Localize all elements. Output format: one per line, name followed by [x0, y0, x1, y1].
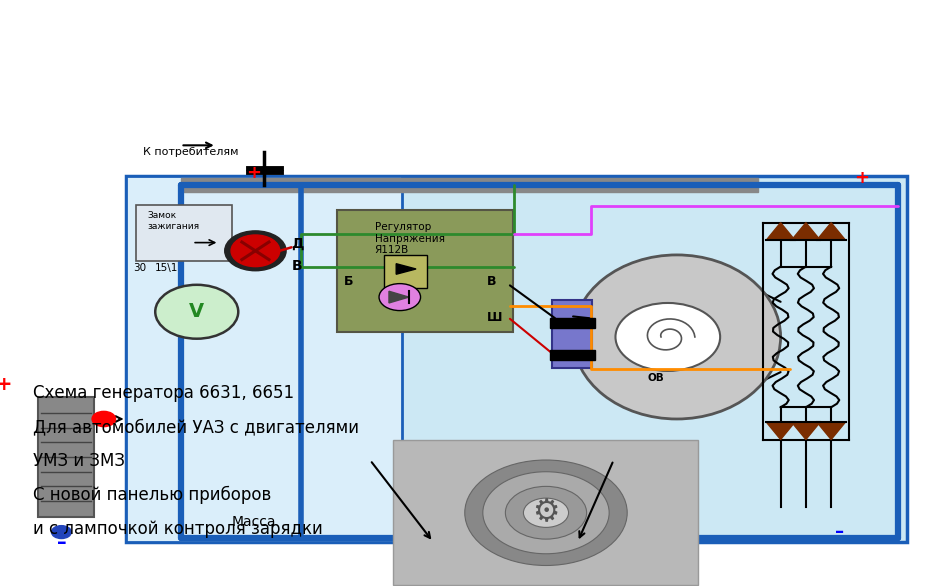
Text: +: + — [246, 163, 262, 182]
Text: +: + — [855, 169, 870, 187]
Circle shape — [505, 486, 586, 539]
Circle shape — [92, 411, 116, 427]
Text: Замок
зажигания: Замок зажигания — [147, 211, 199, 230]
Text: Д: Д — [291, 236, 304, 250]
Circle shape — [231, 235, 279, 267]
Text: Масса: Масса — [232, 515, 277, 529]
Bar — [549, 318, 595, 328]
Text: Для автомобилей УАЗ с двигателями: Для автомобилей УАЗ с двигателями — [33, 418, 360, 437]
Circle shape — [524, 498, 569, 527]
Circle shape — [464, 460, 627, 565]
Text: Ш: Ш — [487, 311, 502, 323]
Text: УМЗ и ЗМЗ: УМЗ и ЗМЗ — [33, 452, 126, 471]
Text: В: В — [291, 258, 302, 272]
Text: 30: 30 — [132, 263, 146, 272]
Polygon shape — [817, 223, 845, 240]
Text: ⚙: ⚙ — [532, 498, 560, 527]
Circle shape — [379, 284, 421, 311]
Text: –: – — [56, 533, 67, 552]
Text: С новой панелью приборов: С новой панелью приборов — [33, 486, 272, 505]
Text: Регулятор
Напряжения
Я112В: Регулятор Напряжения Я112В — [375, 222, 445, 255]
Circle shape — [483, 472, 610, 554]
Polygon shape — [766, 223, 796, 240]
Bar — [549, 350, 595, 360]
Polygon shape — [396, 264, 416, 274]
FancyBboxPatch shape — [337, 210, 513, 332]
FancyBboxPatch shape — [393, 440, 698, 585]
Circle shape — [225, 231, 286, 271]
FancyBboxPatch shape — [136, 205, 232, 261]
Text: Б: Б — [344, 275, 353, 288]
Text: Схема генератора 6631, 6651: Схема генератора 6631, 6651 — [33, 384, 294, 403]
Circle shape — [615, 303, 721, 371]
FancyBboxPatch shape — [384, 255, 426, 288]
Text: +: + — [0, 374, 13, 394]
Text: 15\1: 15\1 — [155, 263, 179, 272]
Bar — [180, 178, 758, 192]
Polygon shape — [792, 223, 820, 240]
Text: К потребителям: К потребителям — [142, 147, 238, 157]
Polygon shape — [766, 422, 796, 440]
FancyBboxPatch shape — [127, 176, 906, 542]
Ellipse shape — [574, 255, 781, 419]
Polygon shape — [792, 422, 820, 440]
FancyBboxPatch shape — [127, 176, 401, 542]
Text: –: – — [834, 523, 844, 541]
FancyBboxPatch shape — [38, 397, 93, 517]
Circle shape — [155, 285, 239, 339]
FancyBboxPatch shape — [552, 300, 592, 368]
Text: V: V — [190, 302, 204, 321]
Text: и с лампочкой контроля зарядки: и с лампочкой контроля зарядки — [33, 520, 323, 539]
Circle shape — [52, 526, 71, 539]
Text: В: В — [487, 275, 496, 288]
Polygon shape — [817, 422, 845, 440]
Text: ОВ: ОВ — [648, 373, 665, 383]
Polygon shape — [389, 291, 409, 303]
